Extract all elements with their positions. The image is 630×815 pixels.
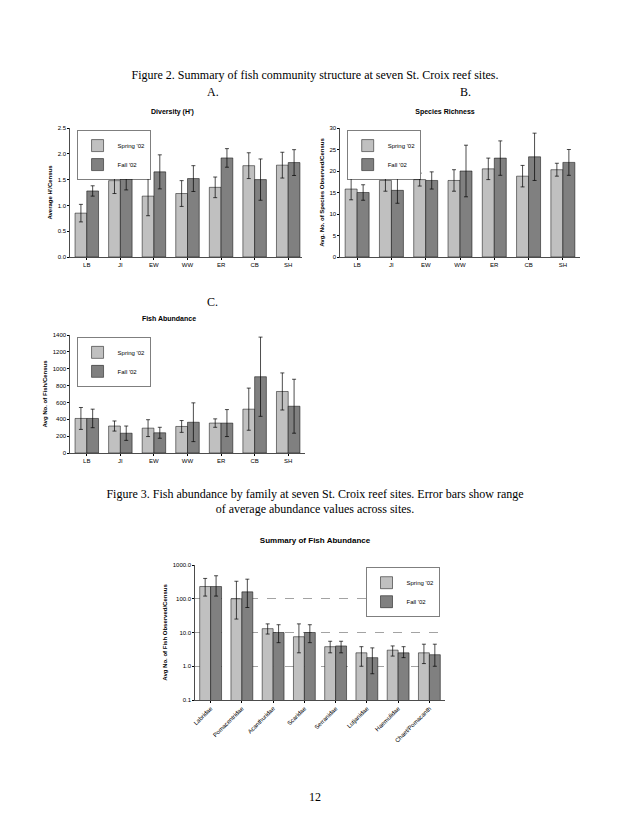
svg-text:EW: EW: [421, 262, 431, 268]
svg-text:JI: JI: [389, 262, 394, 268]
svg-text:CB: CB: [250, 458, 258, 464]
svg-text:0: 0: [63, 450, 67, 456]
svg-text:Diversity (H'): Diversity (H'): [151, 108, 194, 116]
svg-text:Spring '02: Spring '02: [388, 143, 415, 149]
svg-text:Acanthuridae: Acanthuridae: [247, 705, 277, 735]
svg-text:10: 10: [329, 211, 336, 217]
svg-text:10.0: 10.0: [179, 630, 191, 636]
svg-text:30: 30: [329, 125, 336, 131]
svg-text:15: 15: [329, 190, 336, 196]
svg-text:CB: CB: [250, 262, 258, 268]
svg-text:Scaridae: Scaridae: [286, 705, 307, 726]
svg-text:JI: JI: [118, 262, 123, 268]
html-text:Figure 2. Summary of fish comm: Figure 2. Summary of fish community stru…: [131, 68, 499, 82]
svg-text:Average H'/Census: Average H'/Census: [47, 165, 53, 220]
svg-text:2.5: 2.5: [58, 125, 67, 131]
svg-text:1.0: 1.0: [58, 203, 67, 209]
svg-text:ER: ER: [217, 262, 226, 268]
svg-text:2.0: 2.0: [58, 151, 67, 157]
svg-text:0.5: 0.5: [58, 228, 67, 234]
svg-text:Avg. No. of Species Observed/C: Avg. No. of Species Observed/Census: [319, 138, 325, 247]
svg-text:ER: ER: [490, 262, 499, 268]
svg-text:1200: 1200: [53, 349, 67, 355]
svg-text:Species Richness: Species Richness: [415, 108, 475, 116]
svg-text:Serranidae: Serranidae: [313, 705, 338, 730]
html-text:Figure 3. Fish abundance by fa: Figure 3. Fish abundance by family at se…: [106, 487, 524, 516]
svg-text:400: 400: [56, 416, 67, 422]
svg-text:EW: EW: [149, 262, 159, 268]
svg-text:LB: LB: [83, 262, 90, 268]
svg-text:Spring '02: Spring '02: [118, 143, 145, 149]
svg-text:WW: WW: [182, 262, 194, 268]
svg-text:ER: ER: [217, 458, 226, 464]
svg-text:LB: LB: [353, 262, 360, 268]
svg-text:SH: SH: [559, 262, 567, 268]
svg-text:Fall '02: Fall '02: [118, 162, 138, 168]
svg-text:Chaet/Pomacanth: Chaet/Pomacanth: [394, 705, 432, 743]
svg-text:JI: JI: [118, 458, 123, 464]
svg-text:800: 800: [56, 383, 67, 389]
svg-text:0: 0: [333, 254, 337, 260]
svg-text:1400: 1400: [53, 332, 67, 338]
svg-text:1000.0: 1000.0: [173, 562, 192, 568]
svg-text:0.1: 0.1: [183, 697, 192, 703]
svg-text:EW: EW: [149, 458, 159, 464]
svg-text:Avg No. of Fish/Census: Avg No. of Fish/Census: [42, 360, 48, 428]
html-text:A.: A.: [207, 85, 219, 99]
svg-text:600: 600: [56, 400, 67, 406]
svg-text:Summary of Fish Abundance: Summary of Fish Abundance: [260, 536, 371, 545]
svg-text:Spring '02: Spring '02: [407, 580, 434, 586]
svg-text:WW: WW: [454, 262, 466, 268]
svg-text:Pomacentridae: Pomacentridae: [212, 705, 245, 738]
svg-text:Fish Abundance: Fish Abundance: [142, 315, 196, 322]
svg-text:SH: SH: [284, 262, 292, 268]
svg-text:Fall '02: Fall '02: [407, 599, 427, 605]
svg-text:100.0: 100.0: [176, 596, 192, 602]
svg-text:Labridae: Labridae: [193, 705, 214, 726]
svg-text:WW: WW: [182, 458, 194, 464]
html-text:12: 12: [309, 790, 321, 804]
svg-text:1000: 1000: [53, 366, 67, 372]
svg-text:Fall '02: Fall '02: [388, 162, 408, 168]
svg-text:0.0: 0.0: [58, 254, 67, 260]
svg-text:Spring '02: Spring '02: [118, 350, 145, 356]
svg-text:SH: SH: [284, 458, 292, 464]
html-text:C.: C.: [207, 295, 218, 309]
svg-text:Lutjanidae: Lutjanidae: [346, 705, 370, 729]
svg-text:LB: LB: [83, 458, 90, 464]
svg-text:20: 20: [329, 168, 336, 174]
svg-text:1.5: 1.5: [58, 177, 67, 183]
svg-text:200: 200: [56, 433, 67, 439]
svg-text:5: 5: [333, 233, 337, 239]
svg-text:CB: CB: [524, 262, 532, 268]
html-text:B.: B.: [460, 85, 471, 99]
svg-text:Avg No. of Fish Observed/Censu: Avg No. of Fish Observed/Census: [162, 584, 168, 681]
svg-text:Fall '02: Fall '02: [118, 369, 138, 375]
svg-text:Haemulidae: Haemulidae: [374, 705, 401, 732]
svg-text:25: 25: [329, 147, 336, 153]
svg-text:1.0: 1.0: [183, 663, 192, 669]
